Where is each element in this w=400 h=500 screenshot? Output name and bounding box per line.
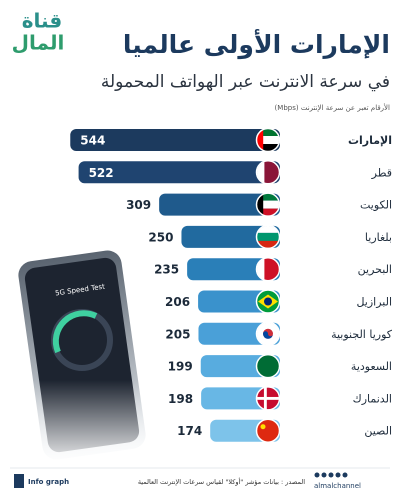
flag (257, 387, 279, 410)
flag-ring (255, 127, 281, 153)
flag-ring (255, 224, 281, 250)
footer-brand: Info graph (28, 478, 69, 486)
value-label: 544 (80, 134, 105, 148)
flag-part (264, 258, 279, 281)
flag (257, 129, 279, 151)
value-label: 206 (165, 295, 190, 309)
category-label: كوريا الجنوبية (331, 328, 393, 341)
value-label: 235 (154, 263, 179, 277)
logo-line1: قناة (22, 9, 63, 33)
flag-ring (255, 256, 281, 282)
flag-part (260, 424, 266, 430)
category-label: الإمارات (348, 134, 392, 147)
bar (187, 258, 280, 281)
flag (257, 193, 279, 216)
flag-part (257, 144, 279, 151)
flag-ring (255, 321, 281, 347)
flag (257, 322, 279, 345)
chart-note: الأرقام تعبر عن سرعة الإنترنت (Mbps) (275, 103, 390, 112)
flag (257, 225, 279, 248)
flag-ring (255, 289, 281, 314)
flag-part (257, 232, 279, 241)
value-label: 309 (126, 198, 151, 212)
category-label: الدنمارك (353, 392, 392, 405)
flag-ring (255, 418, 281, 443)
flag-part (264, 297, 272, 306)
footer-source: المصدر : بيانات مؤشر "أوكلا" لقياس سرعات… (138, 477, 305, 486)
value-label: 250 (148, 230, 173, 244)
footer-handle: almalchannel (314, 482, 361, 490)
category-label: السعودية (351, 360, 392, 373)
flag-part (264, 161, 279, 184)
bar (70, 129, 280, 151)
category-label: البرازيل (356, 296, 392, 309)
flag-ring (255, 160, 281, 185)
category-label: الكويت (360, 199, 392, 212)
flag-ring (255, 386, 281, 411)
value-label: 198 (168, 392, 193, 406)
value-label: 205 (165, 327, 190, 341)
category-label: البحرين (358, 263, 392, 276)
flag (257, 355, 279, 378)
flag-part (257, 208, 279, 216)
flag (257, 258, 279, 281)
chart-subtitle: في سرعة الانترنت عبر الهواتف المحمولة (101, 72, 390, 92)
flag-part (257, 129, 279, 136)
flag-part (257, 396, 279, 400)
flag-part (257, 129, 264, 151)
brand-icon (14, 474, 24, 488)
value-label: 199 (168, 360, 193, 374)
flag-part (257, 225, 279, 233)
value-label: 522 (89, 166, 114, 180)
logo-line2: المال (12, 31, 65, 55)
chart-title: الإمارات الأولى عالميا (123, 29, 390, 60)
phone-illustration: 5G Speed Test (0, 250, 160, 470)
social-icons (314, 472, 348, 478)
flag-part (257, 193, 264, 216)
flag-part (257, 240, 279, 248)
bar (181, 225, 280, 248)
bar (159, 193, 280, 216)
category-label: قطر (371, 166, 392, 179)
flag (257, 419, 279, 442)
flag-ring (255, 353, 281, 379)
flag-part (257, 193, 279, 201)
flag-part (263, 331, 273, 339)
flag (257, 290, 279, 313)
category-label: بلغاريا (365, 231, 392, 244)
flag-ring (255, 192, 281, 217)
bar (78, 161, 281, 184)
value-label: 174 (177, 424, 202, 438)
category-label: الصين (364, 425, 392, 438)
flag-part (257, 355, 279, 378)
flag-part (257, 200, 279, 209)
flag-part (257, 136, 279, 144)
flag (257, 161, 279, 184)
